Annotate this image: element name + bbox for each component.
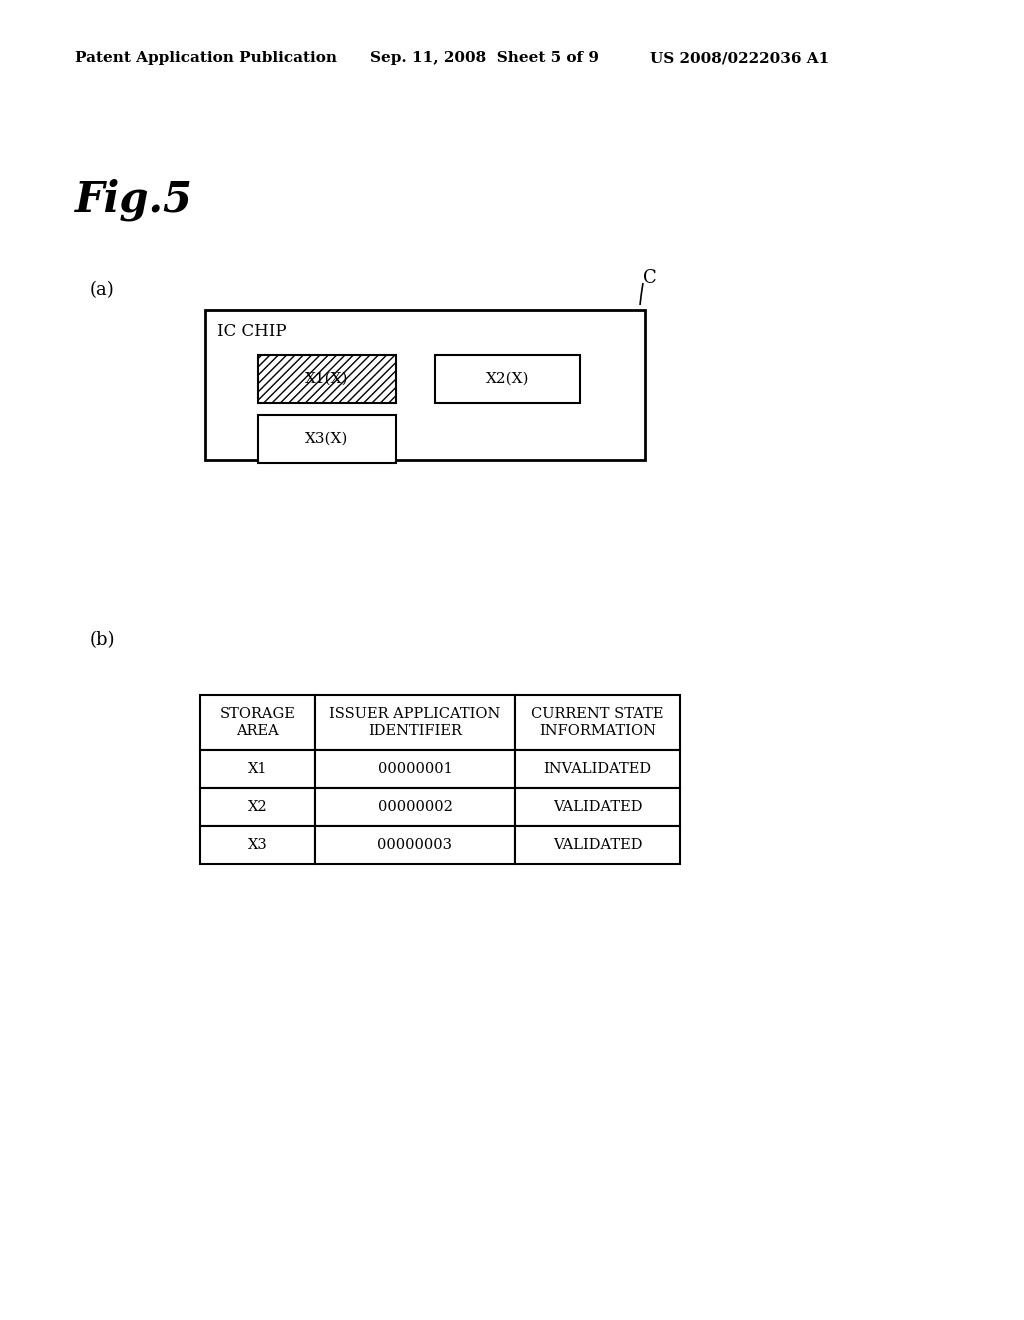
Text: 00000001: 00000001 (378, 762, 453, 776)
Bar (200, 696, 315, 750)
Text: X1(X): X1(X) (305, 372, 349, 385)
Text: X2: X2 (248, 800, 267, 814)
Text: X3(X): X3(X) (305, 432, 349, 446)
Bar (200, 750, 315, 788)
Bar (200, 788, 315, 826)
Bar (435, 355, 580, 403)
Bar (258, 355, 396, 403)
Text: VALIDATED: VALIDATED (553, 838, 642, 851)
Bar (200, 826, 315, 865)
Bar (315, 826, 515, 865)
Text: X2(X): X2(X) (485, 372, 529, 385)
Bar (515, 826, 680, 865)
Text: Fig.5: Fig.5 (75, 178, 193, 222)
Bar (315, 788, 515, 826)
Text: CURRENT STATE
INFORMATION: CURRENT STATE INFORMATION (531, 708, 664, 738)
Text: US 2008/0222036 A1: US 2008/0222036 A1 (650, 51, 829, 65)
Bar (515, 696, 680, 750)
Text: Patent Application Publication: Patent Application Publication (75, 51, 337, 65)
Bar (315, 750, 515, 788)
Text: (b): (b) (90, 631, 116, 649)
Text: ISSUER APPLICATION
IDENTIFIER: ISSUER APPLICATION IDENTIFIER (330, 708, 501, 738)
Text: Sep. 11, 2008  Sheet 5 of 9: Sep. 11, 2008 Sheet 5 of 9 (370, 51, 599, 65)
Bar (515, 750, 680, 788)
Bar (515, 788, 680, 826)
Text: C: C (643, 269, 656, 286)
Bar (205, 310, 645, 459)
Text: 00000003: 00000003 (378, 838, 453, 851)
Text: INVALIDATED: INVALIDATED (544, 762, 651, 776)
Text: X3: X3 (248, 838, 267, 851)
Bar (258, 414, 396, 463)
Bar (315, 696, 515, 750)
Text: (a): (a) (90, 281, 115, 300)
Text: X1: X1 (248, 762, 267, 776)
Text: STORAGE
AREA: STORAGE AREA (219, 708, 296, 738)
Text: IC CHIP: IC CHIP (217, 323, 287, 341)
Text: 00000002: 00000002 (378, 800, 453, 814)
Text: VALIDATED: VALIDATED (553, 800, 642, 814)
